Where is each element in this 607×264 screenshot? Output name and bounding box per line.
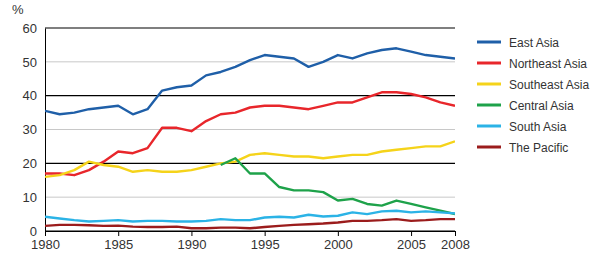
- legend-swatch: [477, 83, 501, 86]
- y-tick-label: 20: [23, 156, 37, 171]
- legend-label: Central Asia: [509, 99, 574, 113]
- chart: 0102030405060198019851990199520002005200…: [0, 0, 607, 264]
- x-tick-mark: [411, 231, 412, 236]
- x-tick-label: 2000: [324, 237, 353, 252]
- y-tick: 50: [23, 54, 45, 69]
- legend-item: East Asia: [477, 36, 559, 50]
- y-tick-label: 40: [23, 88, 37, 103]
- legend-label: The Pacific: [509, 141, 568, 155]
- x-tick: 2008: [441, 231, 470, 252]
- x-tick: 1990: [177, 231, 206, 252]
- y-tick-label: 30: [23, 122, 37, 137]
- legend-swatch: [477, 125, 501, 128]
- x-tick-mark: [191, 231, 192, 236]
- y-tick: 20: [23, 156, 45, 171]
- x-tick-label: 1980: [31, 237, 60, 252]
- grid-line: [45, 61, 455, 62]
- y-tick: 10: [23, 190, 45, 205]
- legend-swatch: [477, 62, 501, 65]
- y-axis: 0102030405060: [23, 21, 46, 239]
- legend-item: Central Asia: [477, 99, 574, 113]
- y-axis-line: [45, 29, 46, 232]
- grid-line: [45, 163, 455, 164]
- x-tick-mark: [265, 231, 266, 236]
- x-axis-line: [46, 232, 456, 237]
- y-tick: 40: [23, 88, 45, 103]
- y-tick-label: 60: [23, 21, 37, 36]
- x-tick-label: 2008: [441, 237, 470, 252]
- grid-line: [45, 27, 455, 28]
- y-axis-title: %: [12, 2, 24, 17]
- legend-swatch: [477, 104, 501, 107]
- x-tick: 2005: [397, 231, 426, 252]
- legend-swatch: [477, 146, 501, 149]
- lines: [45, 48, 455, 228]
- x-tick: 1980: [31, 231, 60, 252]
- series-line: [45, 48, 455, 114]
- x-tick-mark: [118, 231, 119, 236]
- legend-label: Northeast Asia: [509, 57, 587, 71]
- grid-line: [45, 129, 455, 130]
- grid: [45, 28, 455, 231]
- plot: 0102030405060198019851990199520002005200…: [23, 21, 470, 253]
- x-tick-label: 1995: [251, 237, 280, 252]
- x-tick: 1985: [104, 231, 133, 252]
- grid-line: [45, 197, 455, 198]
- legend-item: South Asia: [477, 120, 567, 134]
- x-tick-label: 1990: [177, 237, 206, 252]
- legend-item: The Pacific: [477, 141, 568, 155]
- x-tick-mark: [455, 231, 456, 236]
- legend-label: South Asia: [509, 120, 567, 134]
- series-line: [45, 141, 455, 177]
- series-line: [221, 158, 455, 214]
- y-tick: 30: [23, 122, 45, 137]
- legend-item: Northeast Asia: [477, 57, 587, 71]
- y-tick: 60: [23, 21, 45, 36]
- y-tick-label: 10: [23, 190, 37, 205]
- series-line: [45, 92, 455, 175]
- legend-item: Southeast Asia: [477, 78, 589, 92]
- legend: East Asia Northeast Asia Southeast Asia Cen…: [477, 36, 589, 155]
- x-tick-mark: [338, 231, 339, 236]
- legend-label: Southeast Asia: [509, 78, 589, 92]
- x-tick: 2000: [324, 231, 353, 252]
- x-tick: 1995: [251, 231, 280, 252]
- x-tick-label: 1985: [104, 237, 133, 252]
- series-line: [45, 219, 455, 228]
- x-axis: 1980 1985 1990 1995 2000 2005 2008: [31, 231, 470, 252]
- y-tick-label: 50: [23, 54, 37, 69]
- x-tick-label: 2005: [397, 237, 426, 252]
- grid-line: [45, 95, 455, 96]
- legend-label: East Asia: [509, 36, 559, 50]
- x-tick-mark: [45, 231, 46, 236]
- legend-swatch: [477, 41, 501, 44]
